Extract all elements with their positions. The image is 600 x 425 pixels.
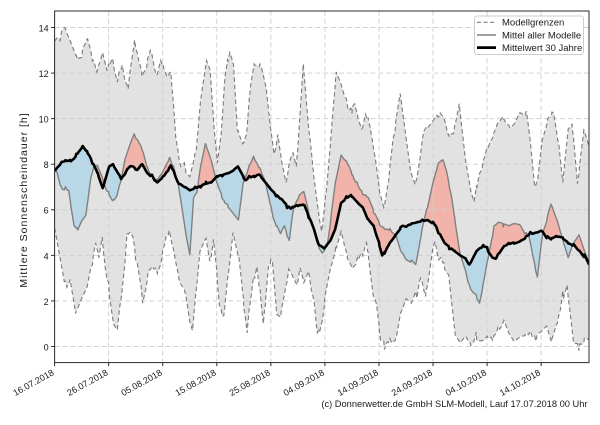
svg-text:6: 6	[44, 206, 49, 216]
svg-text:0: 0	[44, 342, 49, 352]
svg-text:12: 12	[39, 69, 49, 79]
svg-text:Mittel aller Modelle: Mittel aller Modelle	[502, 30, 581, 41]
svg-text:(c) Donnerwetter.de GmbH SLM-M: (c) Donnerwetter.de GmbH SLM-Modell, Lau…	[321, 399, 587, 409]
svg-text:Mittlere Sonnenscheindauer [h]: Mittlere Sonnenscheindauer [h]	[18, 112, 30, 287]
svg-text:8: 8	[44, 160, 49, 170]
svg-text:10: 10	[39, 115, 49, 125]
svg-text:14: 14	[39, 23, 49, 33]
svg-text:Mittelwert 30 Jahre: Mittelwert 30 Jahre	[502, 43, 582, 54]
svg-text:2: 2	[44, 297, 49, 307]
svg-text:4: 4	[44, 251, 49, 261]
svg-text:Modellgrenzen: Modellgrenzen	[502, 18, 564, 29]
